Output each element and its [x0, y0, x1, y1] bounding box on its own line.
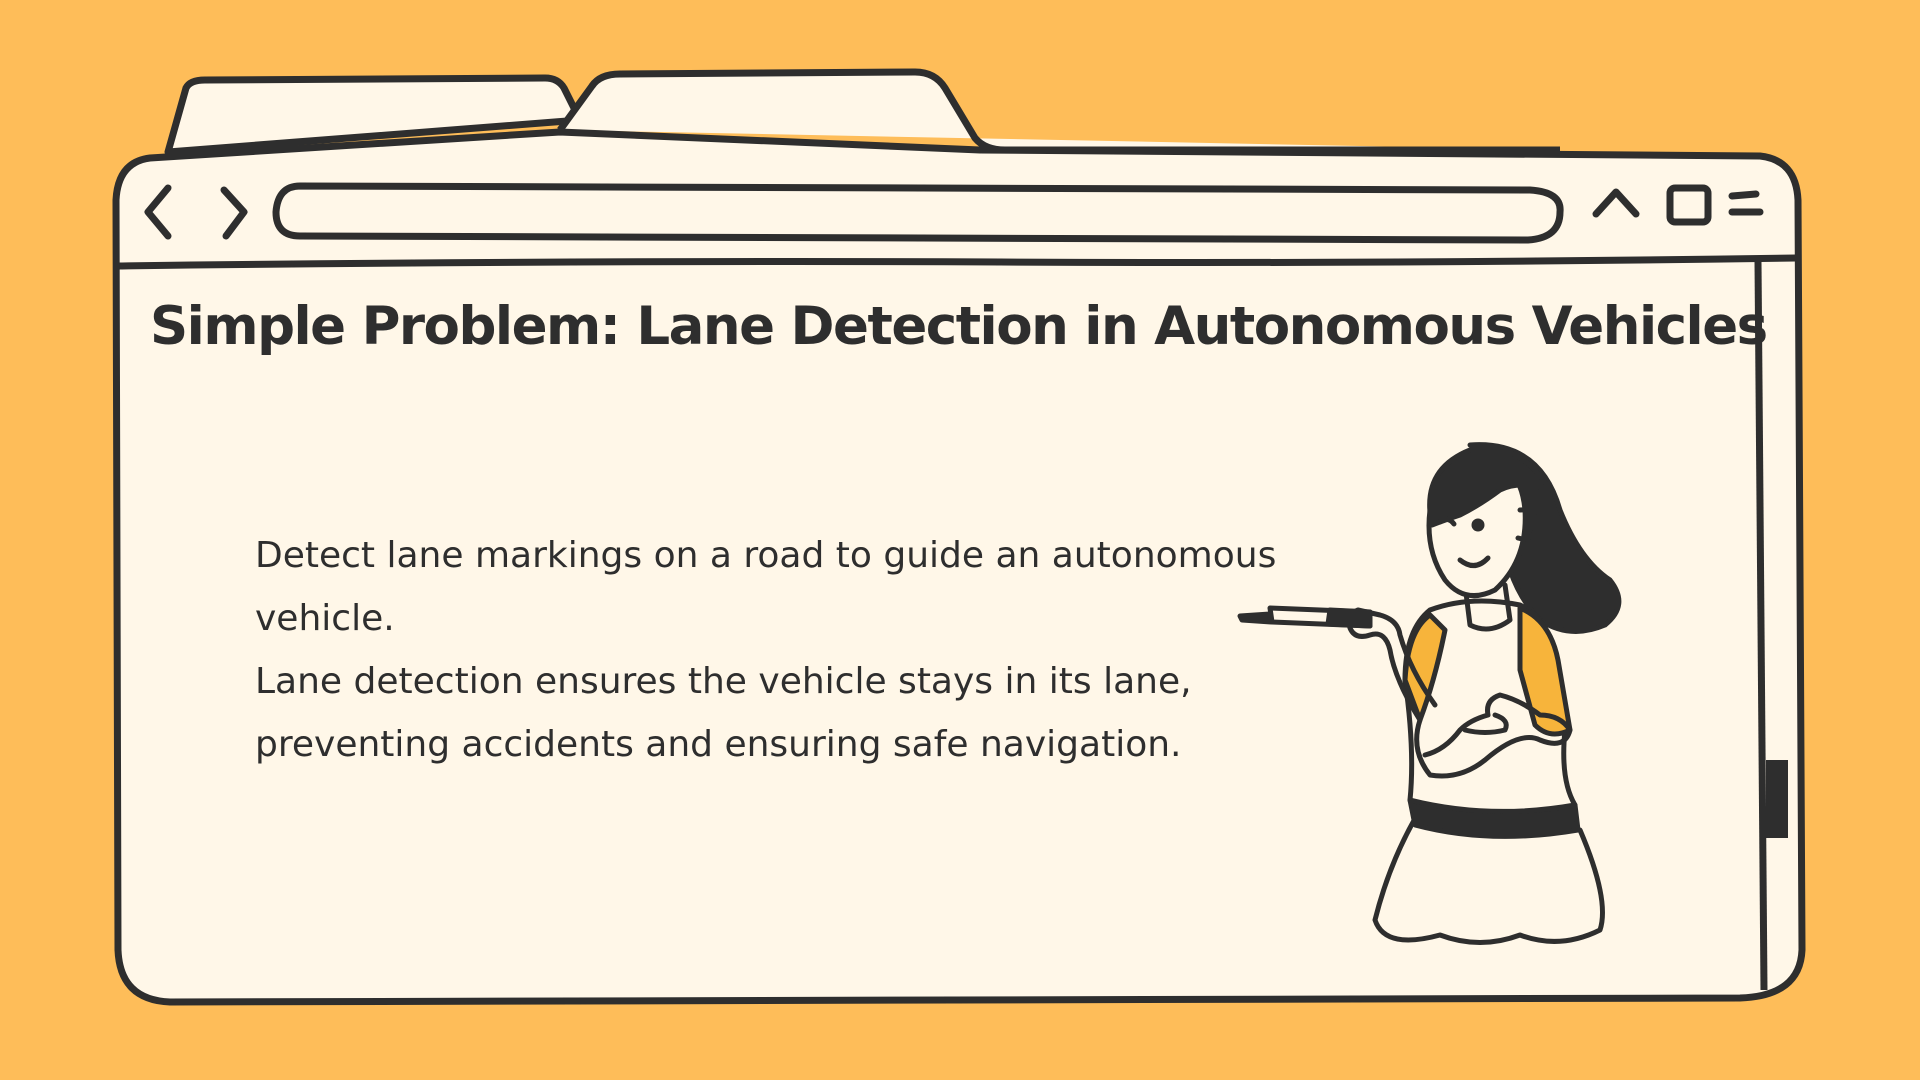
page-title: Simple Problem: Lane Detection in Autono…	[150, 296, 1768, 357]
paragraph-2: Lane detection ensures the vehicle stays…	[255, 661, 1192, 765]
woman-illustration	[1237, 442, 1622, 945]
scroll-up-button[interactable]	[1588, 180, 1644, 240]
back-button[interactable]	[130, 178, 190, 248]
body-text: Detect lane markings on a road to guide …	[255, 524, 1295, 776]
address-bar-input[interactable]	[272, 180, 1562, 242]
scrollbar-thumb[interactable]	[1764, 756, 1788, 836]
maximize-button[interactable]	[1660, 180, 1716, 240]
tab-back-shape	[164, 74, 584, 156]
scrollbar-track	[1754, 261, 1768, 991]
toolbar-divider	[115, 254, 1797, 270]
paragraph-1: Detect lane markings on a road to guide …	[255, 535, 1277, 639]
menu-button[interactable]	[1724, 180, 1780, 240]
forward-button[interactable]	[200, 178, 260, 248]
window-body	[112, 128, 1806, 1006]
